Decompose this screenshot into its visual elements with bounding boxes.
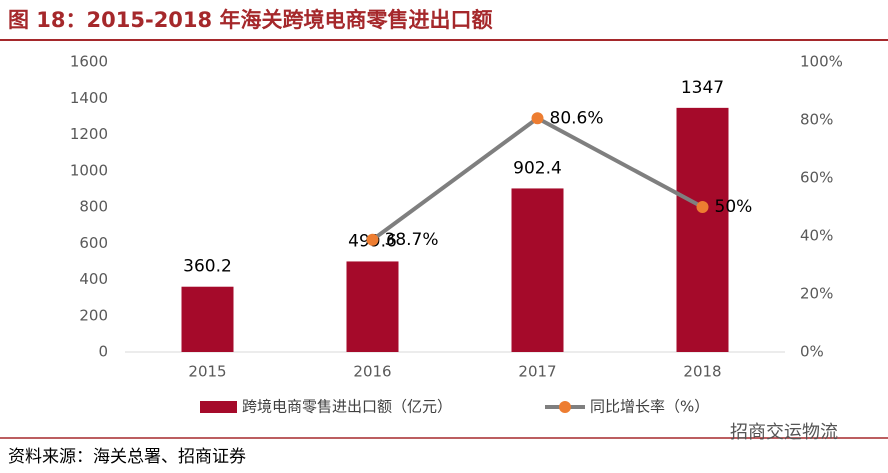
line-value-label: 50% bbox=[715, 197, 753, 217]
y-tick-label: 1000 bbox=[70, 161, 108, 179]
x-tick-label: 2016 bbox=[353, 363, 391, 381]
legend-swatch bbox=[559, 401, 571, 413]
y-tick-label: 1200 bbox=[70, 125, 108, 143]
bar-value-label: 360.2 bbox=[183, 257, 232, 277]
bar bbox=[346, 261, 399, 352]
chart-title: 图 18：2015-2018 年海关跨境电商零售进出口额 bbox=[8, 8, 492, 32]
y-tick-label: 200 bbox=[79, 306, 108, 324]
line-value-label: 38.7% bbox=[385, 230, 439, 250]
watermark: 招商交运物流 bbox=[730, 422, 838, 443]
line-marker bbox=[696, 201, 709, 213]
line-marker bbox=[366, 233, 379, 246]
y2-tick-label: 60% bbox=[800, 169, 833, 187]
x-tick-label: 2017 bbox=[518, 363, 556, 381]
line-value-label: 80.6% bbox=[550, 108, 604, 128]
y2-tick-label: 0% bbox=[800, 343, 824, 361]
bar bbox=[676, 107, 729, 352]
bar bbox=[511, 188, 564, 352]
bar-value-label: 1347 bbox=[681, 78, 724, 98]
y-tick-label: 0 bbox=[98, 343, 108, 361]
y-tick-label: 1600 bbox=[70, 53, 108, 71]
line-marker bbox=[531, 112, 544, 125]
y2-tick-label: 80% bbox=[800, 111, 833, 129]
bar-value-label: 902.4 bbox=[513, 158, 562, 178]
y2-tick-label: 100% bbox=[800, 53, 843, 71]
bar bbox=[181, 286, 234, 352]
y-tick-label: 600 bbox=[79, 234, 108, 252]
legend-label: 同比增长率（%） bbox=[590, 398, 709, 416]
legend-swatch bbox=[200, 401, 237, 413]
y2-tick-label: 40% bbox=[800, 227, 833, 245]
legend-label: 跨境电商零售进出口额（亿元） bbox=[242, 398, 452, 416]
y2-tick-label: 20% bbox=[800, 285, 833, 303]
x-tick-label: 2015 bbox=[188, 363, 226, 381]
source: 资料来源：海关总署、招商证券 bbox=[8, 447, 246, 467]
y-tick-label: 400 bbox=[79, 270, 108, 288]
y-tick-label: 800 bbox=[79, 198, 108, 216]
x-tick-label: 2018 bbox=[683, 363, 721, 381]
y-tick-label: 1400 bbox=[70, 89, 108, 107]
